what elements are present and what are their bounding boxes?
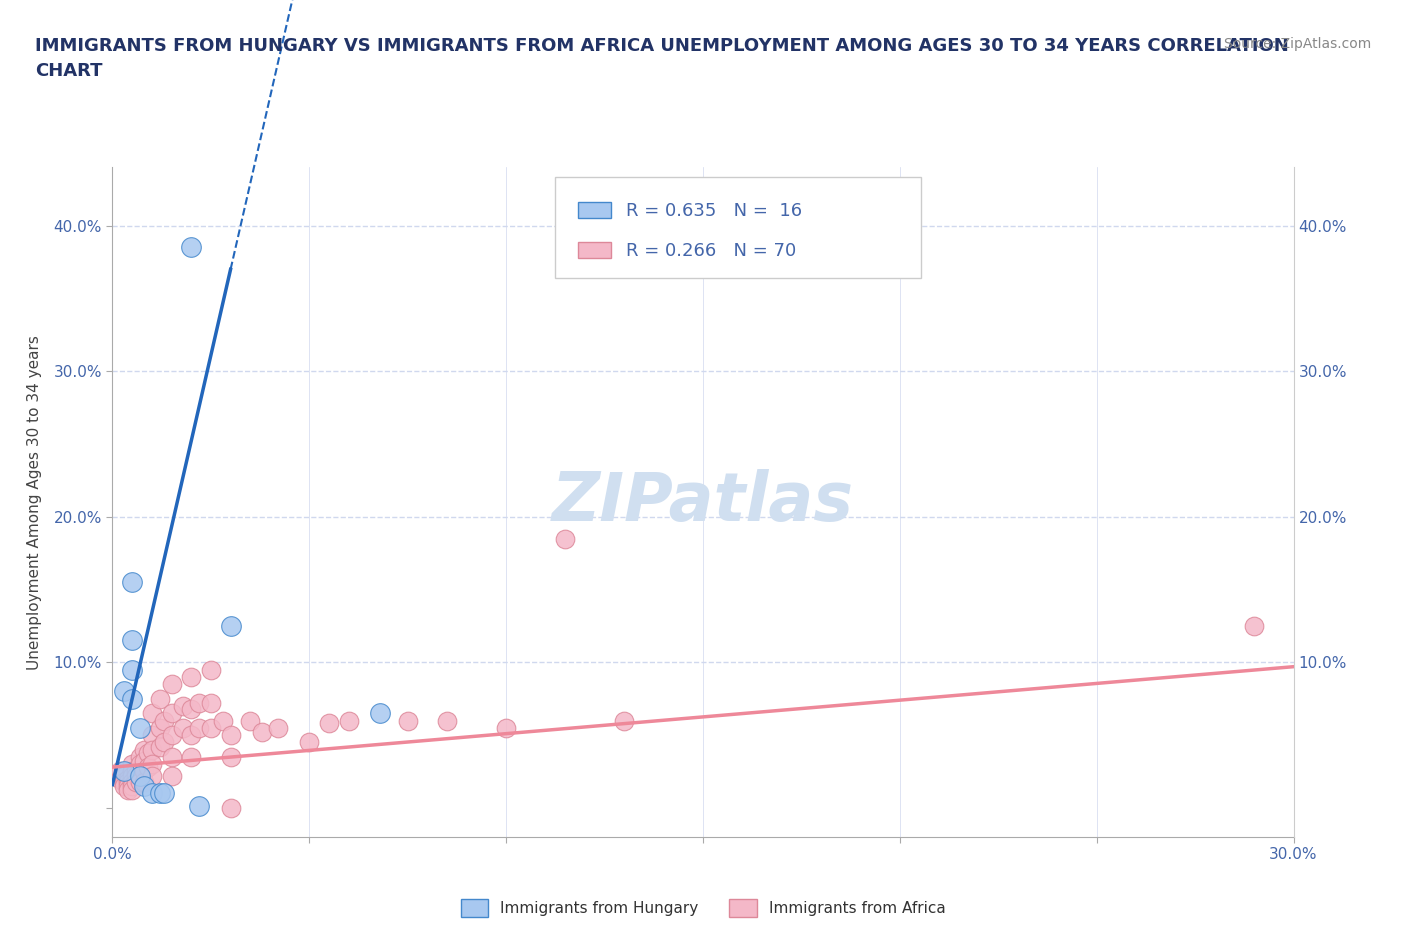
Point: [132, 754, 155, 769]
Point: [160, 727, 183, 742]
Point: [121, 575, 143, 590]
Point: [160, 677, 183, 692]
Point: [180, 727, 202, 742]
Point: [180, 750, 202, 764]
Point: [172, 698, 194, 713]
Point: [180, 240, 202, 255]
Point: [117, 778, 139, 793]
Point: [129, 768, 152, 783]
Point: [180, 670, 202, 684]
Point: [121, 783, 143, 798]
Point: [125, 764, 148, 779]
Point: [337, 713, 360, 728]
Text: R = 0.635   N =  16: R = 0.635 N = 16: [626, 202, 803, 219]
Point: [112, 684, 135, 698]
Point: [121, 775, 143, 790]
Point: [112, 778, 135, 793]
Point: [141, 757, 163, 772]
Point: [219, 801, 242, 816]
Point: [149, 691, 172, 706]
Point: [149, 786, 172, 801]
Text: ZIPatlas: ZIPatlas: [553, 470, 853, 535]
Point: [141, 742, 163, 757]
Point: [172, 721, 194, 736]
Point: [554, 531, 576, 546]
Point: [132, 775, 155, 790]
Point: [117, 771, 139, 786]
Text: R = 0.266   N = 70: R = 0.266 N = 70: [626, 242, 796, 260]
Point: [121, 662, 143, 677]
Point: [125, 768, 148, 783]
Point: [495, 721, 517, 736]
Point: [117, 783, 139, 798]
Point: [141, 706, 163, 721]
Point: [121, 768, 143, 783]
Point: [436, 713, 458, 728]
Point: [219, 618, 242, 633]
Point: [211, 713, 233, 728]
Point: [136, 760, 159, 775]
Point: [117, 775, 139, 790]
Point: [129, 775, 152, 790]
Point: [112, 764, 135, 779]
Point: [141, 786, 163, 801]
Point: [200, 721, 222, 736]
Text: IMMIGRANTS FROM HUNGARY VS IMMIGRANTS FROM AFRICA UNEMPLOYMENT AMONG AGES 30 TO : IMMIGRANTS FROM HUNGARY VS IMMIGRANTS FR…: [35, 37, 1289, 80]
Point: [110, 771, 132, 786]
Point: [318, 716, 340, 731]
Point: [188, 721, 211, 736]
Point: [141, 768, 163, 783]
Point: [160, 706, 183, 721]
Point: [219, 727, 242, 742]
Y-axis label: Unemployment Among Ages 30 to 34 years: Unemployment Among Ages 30 to 34 years: [28, 335, 42, 670]
Point: [132, 742, 155, 757]
Point: [149, 721, 172, 736]
Point: [298, 735, 321, 750]
Point: [121, 633, 143, 648]
Point: [188, 799, 211, 814]
Point: [267, 721, 290, 736]
FancyBboxPatch shape: [578, 202, 612, 219]
Point: [152, 713, 174, 728]
Point: [125, 775, 148, 790]
Text: Source: ZipAtlas.com: Source: ZipAtlas.com: [1223, 37, 1371, 51]
Point: [136, 745, 159, 760]
FancyBboxPatch shape: [555, 178, 921, 278]
Point: [239, 713, 262, 728]
Point: [152, 735, 174, 750]
Point: [200, 696, 222, 711]
Point: [1243, 618, 1265, 633]
Point: [613, 713, 636, 728]
Point: [152, 786, 174, 801]
Point: [219, 750, 242, 764]
Point: [180, 701, 202, 716]
Point: [149, 739, 172, 754]
Point: [112, 768, 135, 783]
Point: [129, 757, 152, 772]
Point: [141, 727, 163, 742]
FancyBboxPatch shape: [578, 243, 612, 259]
Point: [250, 724, 273, 739]
Point: [160, 750, 183, 764]
Point: [121, 764, 143, 779]
Point: [129, 750, 152, 764]
Point: [368, 706, 391, 721]
Point: [121, 691, 143, 706]
Point: [110, 764, 132, 779]
Point: [132, 778, 155, 793]
Point: [129, 768, 152, 783]
Point: [396, 713, 419, 728]
Point: [132, 764, 155, 779]
Legend: Immigrants from Hungary, Immigrants from Africa: Immigrants from Hungary, Immigrants from…: [454, 893, 952, 923]
Point: [200, 662, 222, 677]
Point: [160, 768, 183, 783]
Point: [188, 696, 211, 711]
Point: [112, 775, 135, 790]
Point: [121, 778, 143, 793]
Point: [121, 757, 143, 772]
Point: [129, 721, 152, 736]
